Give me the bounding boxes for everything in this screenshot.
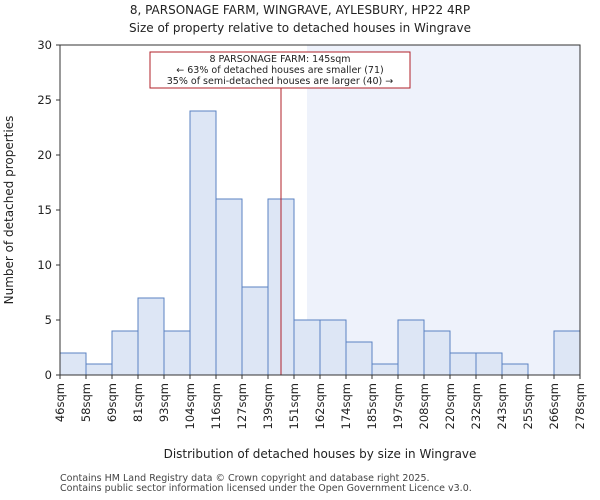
bar bbox=[293, 319, 321, 376]
x-tick-label: 162sqm bbox=[313, 383, 327, 429]
bar bbox=[215, 198, 243, 376]
bars-group bbox=[59, 110, 581, 376]
x-tick-label: 58sqm bbox=[79, 383, 93, 422]
bar bbox=[85, 363, 113, 376]
bar bbox=[501, 363, 529, 376]
x-tick-label: 255sqm bbox=[521, 383, 535, 429]
x-tick-label: 151sqm bbox=[287, 383, 301, 429]
y-tick-label: 5 bbox=[45, 313, 52, 327]
x-tick-label: 266sqm bbox=[547, 383, 561, 429]
x-tick-label: 81sqm bbox=[131, 383, 145, 422]
y-tick-label: 25 bbox=[37, 93, 52, 107]
x-tick-label: 243sqm bbox=[495, 383, 509, 429]
y-tick-label: 20 bbox=[37, 148, 52, 162]
bar bbox=[397, 319, 425, 376]
bar bbox=[475, 352, 503, 376]
annotation-line-2: ← 63% of detached houses are smaller (71… bbox=[176, 65, 383, 76]
y-tick-label: 30 bbox=[37, 38, 52, 52]
bar bbox=[163, 330, 191, 376]
annotation-border bbox=[149, 51, 411, 89]
x-tick-label: 197sqm bbox=[391, 383, 405, 429]
x-tick-label: 127sqm bbox=[235, 383, 249, 429]
bar bbox=[59, 352, 87, 376]
x-tick-label: 220sqm bbox=[443, 383, 457, 429]
bar bbox=[371, 363, 399, 376]
y-tick-label: 15 bbox=[37, 203, 52, 217]
y-tick-label: 0 bbox=[45, 368, 52, 382]
bar bbox=[423, 330, 451, 376]
x-tick-label: 116sqm bbox=[209, 383, 223, 429]
y-axis-label: Number of detached properties bbox=[2, 116, 16, 305]
annotation-line-3: 35% of semi-detached houses are larger (… bbox=[167, 76, 394, 87]
x-tick-label: 232sqm bbox=[469, 383, 483, 429]
footer-licence: Contains public sector information licen… bbox=[60, 483, 472, 494]
y-tick-label: 10 bbox=[37, 258, 52, 272]
x-tick-label: 139sqm bbox=[261, 383, 275, 429]
x-axis-label: Distribution of detached houses by size … bbox=[164, 447, 477, 461]
annotation-box: 8 PARSONAGE FARM: 145sqm ← 63% of detach… bbox=[149, 51, 411, 89]
chart-title: 8, PARSONAGE FARM, WINGRAVE, AYLESBURY, … bbox=[130, 3, 470, 17]
y-axis: 0 5 10 15 20 25 30 bbox=[37, 38, 60, 382]
x-tick-label: 93sqm bbox=[157, 383, 171, 422]
x-tick-label: 104sqm bbox=[183, 383, 197, 429]
bar bbox=[137, 297, 165, 376]
bar bbox=[553, 330, 581, 376]
bar bbox=[189, 110, 217, 376]
annotation-line-1: 8 PARSONAGE FARM: 145sqm bbox=[209, 54, 350, 65]
x-tick-label: 208sqm bbox=[417, 383, 431, 429]
bar bbox=[111, 330, 139, 376]
footer-copyright: Contains HM Land Registry data © Crown c… bbox=[60, 473, 430, 484]
x-tick-label: 69sqm bbox=[105, 383, 119, 422]
bar bbox=[345, 341, 373, 376]
bar bbox=[449, 352, 477, 376]
bar bbox=[319, 319, 347, 376]
chart-subtitle: Size of property relative to detached ho… bbox=[129, 21, 471, 35]
x-tick-label: 46sqm bbox=[53, 383, 67, 422]
x-tick-label: 278sqm bbox=[573, 383, 587, 429]
bar bbox=[241, 286, 269, 376]
x-tick-label: 185sqm bbox=[365, 383, 379, 429]
larger-region-highlight bbox=[307, 45, 580, 375]
x-axis: 46sqm 58sqm 69sqm 81sqm 93sqm 104sqm 116sqm 127… bbox=[53, 375, 587, 429]
x-tick-label: 174sqm bbox=[339, 383, 353, 429]
